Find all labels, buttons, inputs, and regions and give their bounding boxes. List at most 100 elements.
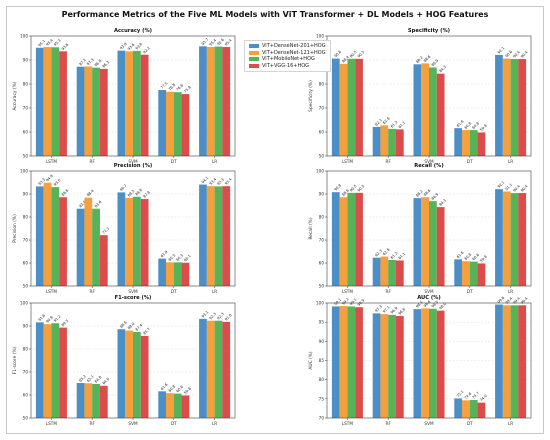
bar xyxy=(43,47,52,156)
y-tick-label: 100 xyxy=(316,301,324,306)
x-tick-label: LR xyxy=(212,159,217,164)
data-label: 60.8 xyxy=(464,121,473,130)
bar xyxy=(454,128,463,156)
bar xyxy=(355,307,363,418)
y-tick-label: 100 xyxy=(20,169,28,174)
data-label: 65.1 xyxy=(86,374,94,382)
data-label: 76.6 xyxy=(176,83,185,92)
bar xyxy=(76,208,85,286)
data-label: 91.8 xyxy=(224,313,233,322)
bar xyxy=(140,199,149,286)
bar xyxy=(469,261,478,286)
data-label: 60.6 xyxy=(472,252,481,261)
y-tick-label: 50 xyxy=(23,416,29,421)
bar xyxy=(502,191,511,286)
data-label: 64.0 xyxy=(102,377,111,386)
x-tick-label: SVM xyxy=(128,159,138,164)
legend: ViT+DenseNet-201+HOG ViT+DenseNet-121+HO… xyxy=(244,40,331,72)
bar xyxy=(462,261,470,286)
chart-title: F1-score (%) xyxy=(115,295,152,301)
x-tick-label: RF xyxy=(90,289,96,294)
bar xyxy=(495,189,503,286)
bar xyxy=(388,128,396,156)
bar xyxy=(117,192,126,286)
x-tick-label: RF xyxy=(90,421,96,426)
bar xyxy=(173,393,182,418)
legend-item: ViT+MobileNet+HOG xyxy=(249,56,326,63)
bar xyxy=(510,305,519,418)
data-label: 90.8 xyxy=(334,183,343,192)
bar xyxy=(51,47,60,156)
y-tick-label: 90 xyxy=(23,192,29,197)
x-tick-label: SVM xyxy=(424,159,434,164)
y-tick-label: 90 xyxy=(319,339,325,344)
bar xyxy=(133,196,141,286)
data-label: 95.4 xyxy=(224,38,233,47)
bar xyxy=(59,51,67,156)
bar xyxy=(436,207,445,286)
y-tick-label: 80 xyxy=(319,215,325,220)
data-label: 85.7 xyxy=(143,327,151,335)
y-tick-label: 80 xyxy=(319,82,325,87)
y-tick-label: 100 xyxy=(316,34,324,39)
bar xyxy=(462,130,470,156)
bar xyxy=(388,260,396,286)
bar xyxy=(518,193,527,286)
bar xyxy=(347,192,356,286)
bar xyxy=(181,395,190,418)
bar xyxy=(395,260,404,286)
data-label: 95.6 xyxy=(216,37,225,46)
x-tick-label: DT xyxy=(171,289,177,294)
data-label: 88.2 xyxy=(415,189,423,197)
y-tick-label: 50 xyxy=(319,154,325,159)
bar xyxy=(199,46,207,156)
legend-label: ViT+DenseNet-201+HOG xyxy=(262,43,326,49)
data-label: 93.4 xyxy=(224,177,233,186)
bar xyxy=(477,263,486,286)
plot-frame xyxy=(326,302,532,419)
data-label: 94.1 xyxy=(201,176,209,184)
data-label: 89.3 xyxy=(61,319,69,327)
bar xyxy=(462,400,470,418)
bar xyxy=(222,186,231,286)
bar xyxy=(421,63,429,156)
plot-frame xyxy=(326,170,532,287)
bar xyxy=(372,257,381,286)
y-tick-label: 85 xyxy=(319,358,325,363)
bar xyxy=(331,306,340,418)
bar xyxy=(206,47,215,156)
bar xyxy=(222,321,231,418)
y-tick-label: 70 xyxy=(319,106,325,111)
y-tick-label: 60 xyxy=(319,130,325,135)
x-tick-label: LR xyxy=(508,421,513,426)
legend-swatch xyxy=(249,44,259,49)
data-label: 93.6 xyxy=(127,42,136,51)
bar xyxy=(395,316,404,418)
data-label: 95.4 xyxy=(45,38,54,47)
bar xyxy=(214,46,223,157)
legend-label: ViT+VGG-16+HOG xyxy=(262,62,310,69)
data-label: 86.9 xyxy=(431,58,440,67)
chart-panel-5: 50 60 70 80 90 100 91.6 90.8 91.289.3 LSTM 65.2 65.… xyxy=(12,295,236,426)
bar xyxy=(166,91,174,156)
bar xyxy=(222,47,231,156)
bar xyxy=(339,197,348,286)
figure-title: Performance Metrics of the Five ML Model… xyxy=(61,10,489,19)
y-tick-label: 70 xyxy=(23,106,29,111)
data-label: 92.2 xyxy=(143,46,151,54)
data-label: 61.6 xyxy=(456,119,465,128)
data-label: 90.7 xyxy=(119,184,127,192)
x-tick-label: LSTM xyxy=(342,159,354,164)
bar xyxy=(76,383,85,418)
plot-frame xyxy=(30,302,236,419)
data-label: 98.9 xyxy=(357,298,366,307)
data-label: 93.9 xyxy=(119,41,128,50)
data-label: 90.5 xyxy=(357,50,365,58)
bar xyxy=(166,262,174,286)
y-tick-label: 90 xyxy=(23,324,29,329)
bar xyxy=(206,320,215,418)
y-tick-label: 70 xyxy=(319,416,325,421)
bar xyxy=(92,383,100,418)
